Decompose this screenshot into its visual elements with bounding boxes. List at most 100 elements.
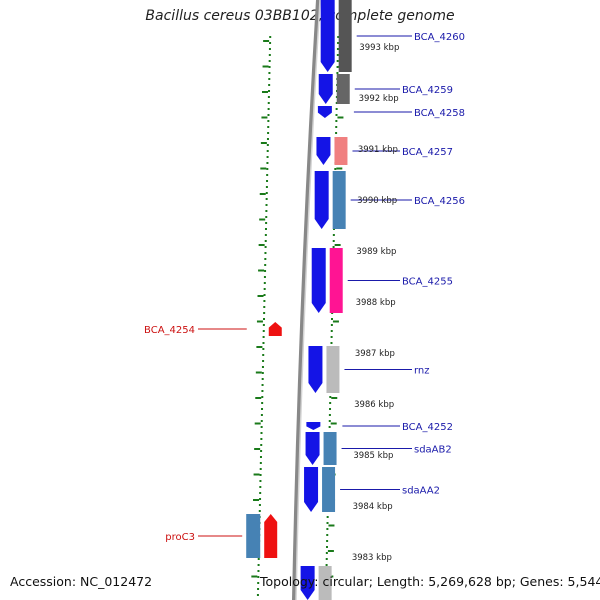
forward-gene-shade (322, 467, 336, 512)
gene-label-forward: sdaAA2 (402, 486, 440, 497)
ruler-dot (259, 486, 262, 488)
ruler-dot (263, 318, 266, 320)
ruler-dot (265, 204, 268, 206)
ruler-dot (258, 504, 261, 506)
forward-gene-arrow (306, 422, 321, 430)
ruler-dot (260, 444, 263, 446)
ruler-dot (336, 72, 339, 74)
gene-label-forward: BCA_4258 (414, 108, 465, 119)
backbone-highlight (295, 0, 321, 600)
ruler-dot (326, 522, 329, 524)
ruler-dot (262, 324, 265, 326)
ruler-dot (267, 114, 270, 116)
ruler-dot (269, 36, 272, 38)
ruler-dot (259, 462, 262, 464)
ruler-dot (332, 240, 335, 242)
ruler-dash (258, 269, 265, 272)
ruler-dot (266, 144, 269, 146)
forward-gene-arrow (320, 0, 335, 72)
ruler-dash (330, 422, 337, 425)
ruler-dot (332, 234, 335, 236)
forward-strand-genes (300, 0, 352, 600)
kbp-tick-label: 3991 kbp (358, 145, 398, 155)
ruler-dot (256, 594, 259, 596)
ruler-dash (259, 218, 266, 221)
ruler-dot (329, 402, 332, 404)
genome-backbone (292, 0, 321, 600)
kbp-tick-label: 3984 kbp (353, 502, 393, 512)
forward-gene-arrow (317, 106, 332, 118)
ruler-dot (264, 246, 267, 248)
ruler-dot (326, 528, 329, 530)
kbp-tick-label: 3987 kbp (355, 349, 395, 359)
ruler-dot (260, 438, 263, 440)
ruler-dot (266, 168, 269, 170)
ruler-dot (267, 120, 270, 122)
forward-gene-arrow (318, 74, 333, 104)
ruler-dot (268, 54, 271, 56)
ruler-dot (260, 432, 263, 434)
kbp-tick-label: 3993 kbp (359, 43, 399, 53)
ruler-dot (261, 402, 264, 404)
ruler-dot (259, 480, 262, 482)
ruler-dot (263, 276, 266, 278)
ruler-dot (334, 168, 337, 170)
ruler-dot (262, 348, 265, 350)
ruler-dash (257, 295, 264, 297)
ruler-dot (331, 318, 334, 320)
ruler-dot (330, 342, 333, 344)
backbone-line (292, 0, 320, 600)
forward-gene-shade (318, 566, 332, 600)
ruler-dot (263, 306, 266, 308)
ruler-dash (261, 91, 268, 93)
ruler-dot (268, 72, 271, 74)
reverse-gene-arrow (264, 514, 278, 558)
ruler-dot (329, 408, 332, 410)
ruler-dot (265, 198, 268, 200)
ruler-dot (260, 414, 263, 416)
ruler-dot (329, 396, 332, 398)
ruler-dot (325, 558, 328, 560)
ruler-dot (328, 414, 331, 416)
ruler-dash (262, 65, 269, 68)
ruler-dash (260, 142, 267, 144)
ruler-dot (262, 336, 265, 338)
ruler-dot (266, 174, 269, 176)
ruler-dot (264, 270, 267, 272)
ruler-dot (266, 150, 269, 152)
ruler-dot (261, 372, 264, 374)
ruler-dot (266, 156, 269, 158)
ruler-dash (254, 422, 261, 425)
forward-gene-arrow (308, 346, 323, 393)
ruler-dash (331, 397, 338, 399)
forward-gene-arrow (316, 137, 331, 165)
gene-label-reverse: proC3 (165, 532, 195, 543)
forward-gene-shade (323, 432, 337, 465)
gene-label-forward: BCA_4252 (402, 422, 453, 433)
inner-ruler (251, 36, 272, 596)
ruler-dot (259, 474, 262, 476)
ruler-dot (259, 492, 262, 494)
ruler-dash (256, 320, 263, 323)
ruler-dot (264, 234, 267, 236)
forward-gene-shade (336, 74, 350, 104)
ruler-dash (253, 499, 260, 501)
ruler-dash (254, 448, 261, 450)
ruler-dot (336, 48, 339, 50)
ruler-dot (265, 222, 268, 224)
ruler-dot (261, 384, 264, 386)
kbp-tick-label: 3988 kbp (356, 298, 396, 308)
ruler-dot (330, 330, 333, 332)
ruler-dot (262, 330, 265, 332)
gene-label-forward: BCA_4259 (402, 85, 453, 96)
ruler-dot (264, 264, 267, 266)
ruler-dot (257, 558, 260, 560)
kbp-tick-labels: 3993 kbp 3992 kbp 3991 kbp 3990 kbp 3989 kbp… (352, 43, 400, 563)
ruler-dot (265, 186, 268, 188)
ruler-dot (264, 258, 267, 260)
ruler-dot (326, 534, 329, 536)
ruler-dot (263, 312, 266, 314)
ruler-dot (259, 498, 262, 500)
forward-gene-arrow (311, 248, 326, 313)
